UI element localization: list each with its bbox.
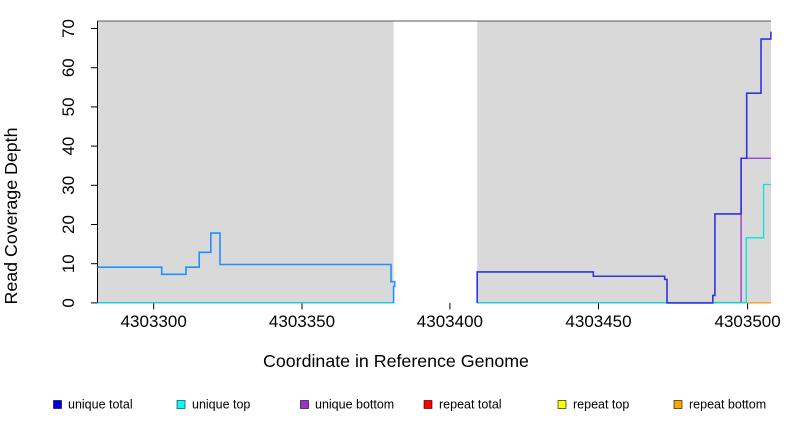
svg-text:70: 70 (59, 19, 78, 38)
svg-text:unique top: unique top (192, 398, 250, 412)
svg-text:30: 30 (59, 176, 78, 195)
svg-text:unique total: unique total (68, 398, 133, 412)
svg-text:50: 50 (59, 97, 78, 116)
svg-text:40: 40 (59, 137, 78, 156)
svg-text:4303500: 4303500 (715, 312, 781, 331)
svg-text:4303300: 4303300 (121, 312, 187, 331)
svg-text:repeat total: repeat total (439, 398, 502, 412)
svg-text:60: 60 (59, 58, 78, 77)
svg-text:4303350: 4303350 (269, 312, 335, 331)
svg-text:10: 10 (59, 254, 78, 273)
svg-text:Read Coverage Depth: Read Coverage Depth (1, 128, 21, 305)
svg-text:4303400: 4303400 (417, 312, 483, 331)
svg-text:4303450: 4303450 (565, 312, 631, 331)
svg-text:0: 0 (59, 298, 78, 307)
svg-text:20: 20 (59, 215, 78, 234)
svg-text:unique bottom: unique bottom (315, 398, 394, 412)
svg-text:Coordinate in Reference Genome: Coordinate in Reference Genome (263, 351, 529, 371)
svg-text:repeat bottom: repeat bottom (689, 398, 766, 412)
svg-text:repeat top: repeat top (573, 398, 629, 412)
